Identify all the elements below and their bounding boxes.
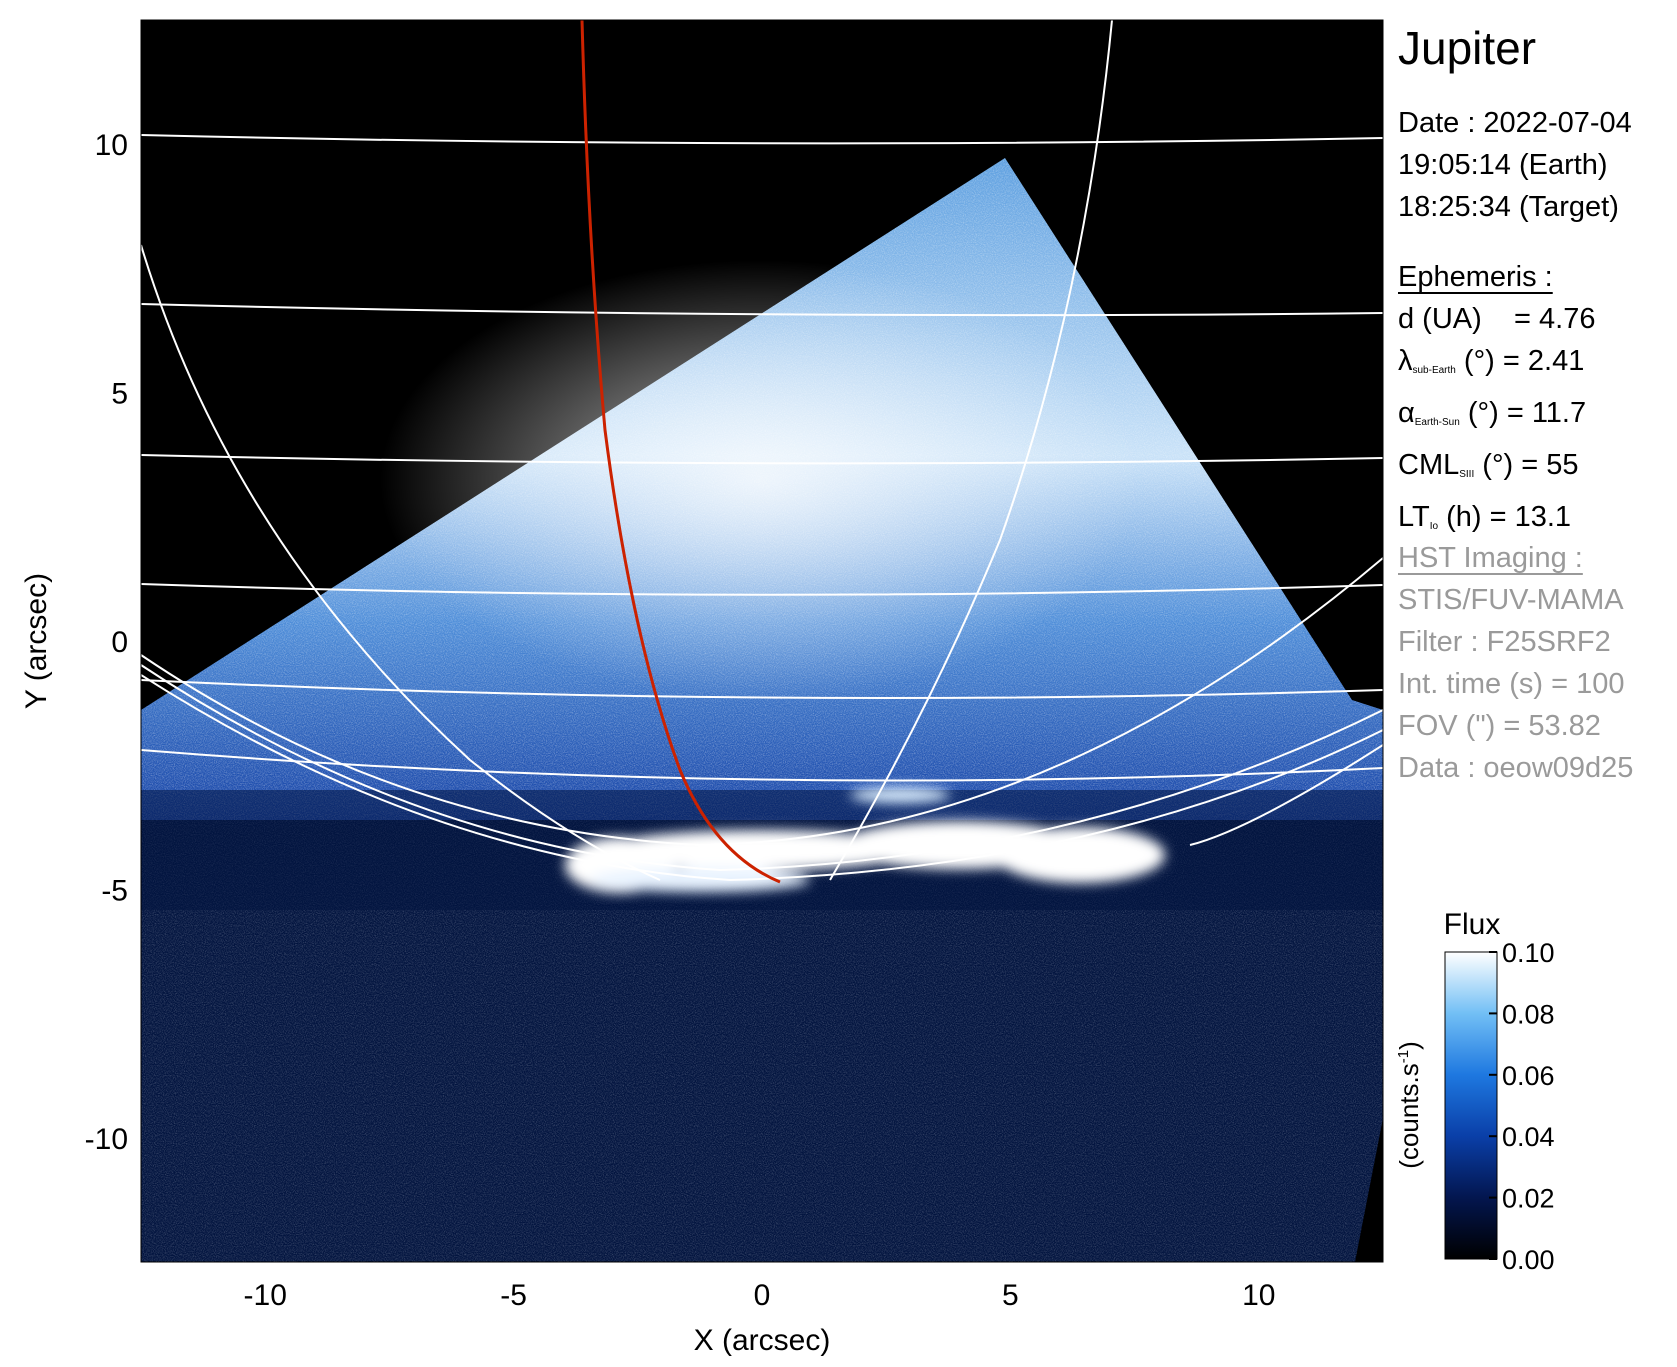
colorbar-tick-label: 0.04 — [1502, 1122, 1555, 1152]
y-tick-label: 10 — [95, 129, 128, 162]
y-tick-label: 5 — [111, 378, 128, 411]
date-line: Date : 2022-07-04 — [1398, 107, 1632, 139]
y-tick-label: 0 — [111, 626, 128, 659]
auroral-image — [141, 158, 1383, 1262]
colorbar-ticks: 0.00 0.02 0.04 0.06 0.08 0.10 — [1489, 938, 1555, 1275]
earth-time: 19:05:14 (Earth) — [1398, 149, 1608, 181]
sub-earth-latitude: λsub-Earth (°) = 2.41 — [1398, 345, 1585, 377]
x-axis-label: X (arcsec) — [694, 1324, 831, 1357]
y-axis-label: Y (arcsec) — [20, 573, 53, 709]
hst-heading: HST Imaging : — [1398, 542, 1583, 574]
hst-fov: FOV (") = 53.82 — [1398, 710, 1601, 742]
colorbar-tick-label: 0.00 — [1502, 1245, 1555, 1275]
x-tick-label: 10 — [1242, 1279, 1275, 1312]
io-footprint-curve — [580, 20, 781, 884]
colorbar-gradient — [1444, 951, 1498, 1260]
axes: -10 -5 0 5 10 -10 -5 0 5 10 X (arcsec) Y (arcsec… — [20, 129, 1275, 1357]
x-tick-label: 5 — [1002, 1279, 1019, 1312]
auroral-oval — [565, 787, 1165, 893]
x-tick-label: -10 — [244, 1279, 287, 1312]
colorbar: Flux 0.00 0.02 0.04 0.06 0.08 0.10 (counts.s-… — [1394, 908, 1555, 1275]
colorbar-tick-label: 0.02 — [1502, 1184, 1555, 1214]
io-local-time: LTIo (h) = 13.1 — [1398, 501, 1572, 533]
y-tick-labels: -10 -5 0 5 10 — [85, 129, 128, 1156]
colorbar-title: Flux — [1444, 908, 1501, 941]
hst-integration-time: Int. time (s) = 100 — [1398, 668, 1625, 700]
distance-value: d (UA) = 4.76 — [1398, 303, 1596, 335]
hst-block: HST Imaging : STIS/FUV-MAMA Filter : F25… — [1398, 537, 1633, 789]
x-tick-labels: -10 -5 0 5 10 — [244, 1279, 1276, 1312]
plot-area — [140, 19, 1384, 1263]
colorbar-tick-label: 0.08 — [1502, 999, 1555, 1029]
y-tick-label: -5 — [101, 874, 128, 907]
central-meridian-longitude: CMLSIII (°) = 55 — [1398, 449, 1579, 481]
hst-instrument: STIS/FUV-MAMA — [1398, 584, 1624, 616]
coordinate-grid — [141, 20, 1383, 882]
ephemeris-heading: Ephemeris : — [1398, 261, 1553, 293]
hst-dataset: Data : oeow09d25 — [1398, 752, 1634, 784]
x-tick-label: -5 — [500, 1279, 527, 1312]
colorbar-tick-label: 0.06 — [1502, 1061, 1555, 1091]
ephemeris-block: Ephemeris : d (UA) = 4.76 λsub-Earth (°)… — [1398, 256, 1595, 548]
phase-angle: αEarth-Sun (°) = 11.7 — [1398, 397, 1587, 429]
colorbar-tick-label: 0.10 — [1502, 938, 1555, 968]
hst-filter: Filter : F25SRF2 — [1398, 626, 1611, 658]
target-time: 18:25:34 (Target) — [1398, 191, 1619, 223]
date-block: Date : 2022-07-04 19:05:14 (Earth) 18:25… — [1398, 102, 1632, 228]
target-title: Jupiter — [1398, 22, 1537, 74]
y-tick-label: -10 — [85, 1123, 128, 1156]
x-tick-label: 0 — [754, 1279, 771, 1312]
colorbar-label: (counts.s-1) — [1394, 1041, 1424, 1169]
